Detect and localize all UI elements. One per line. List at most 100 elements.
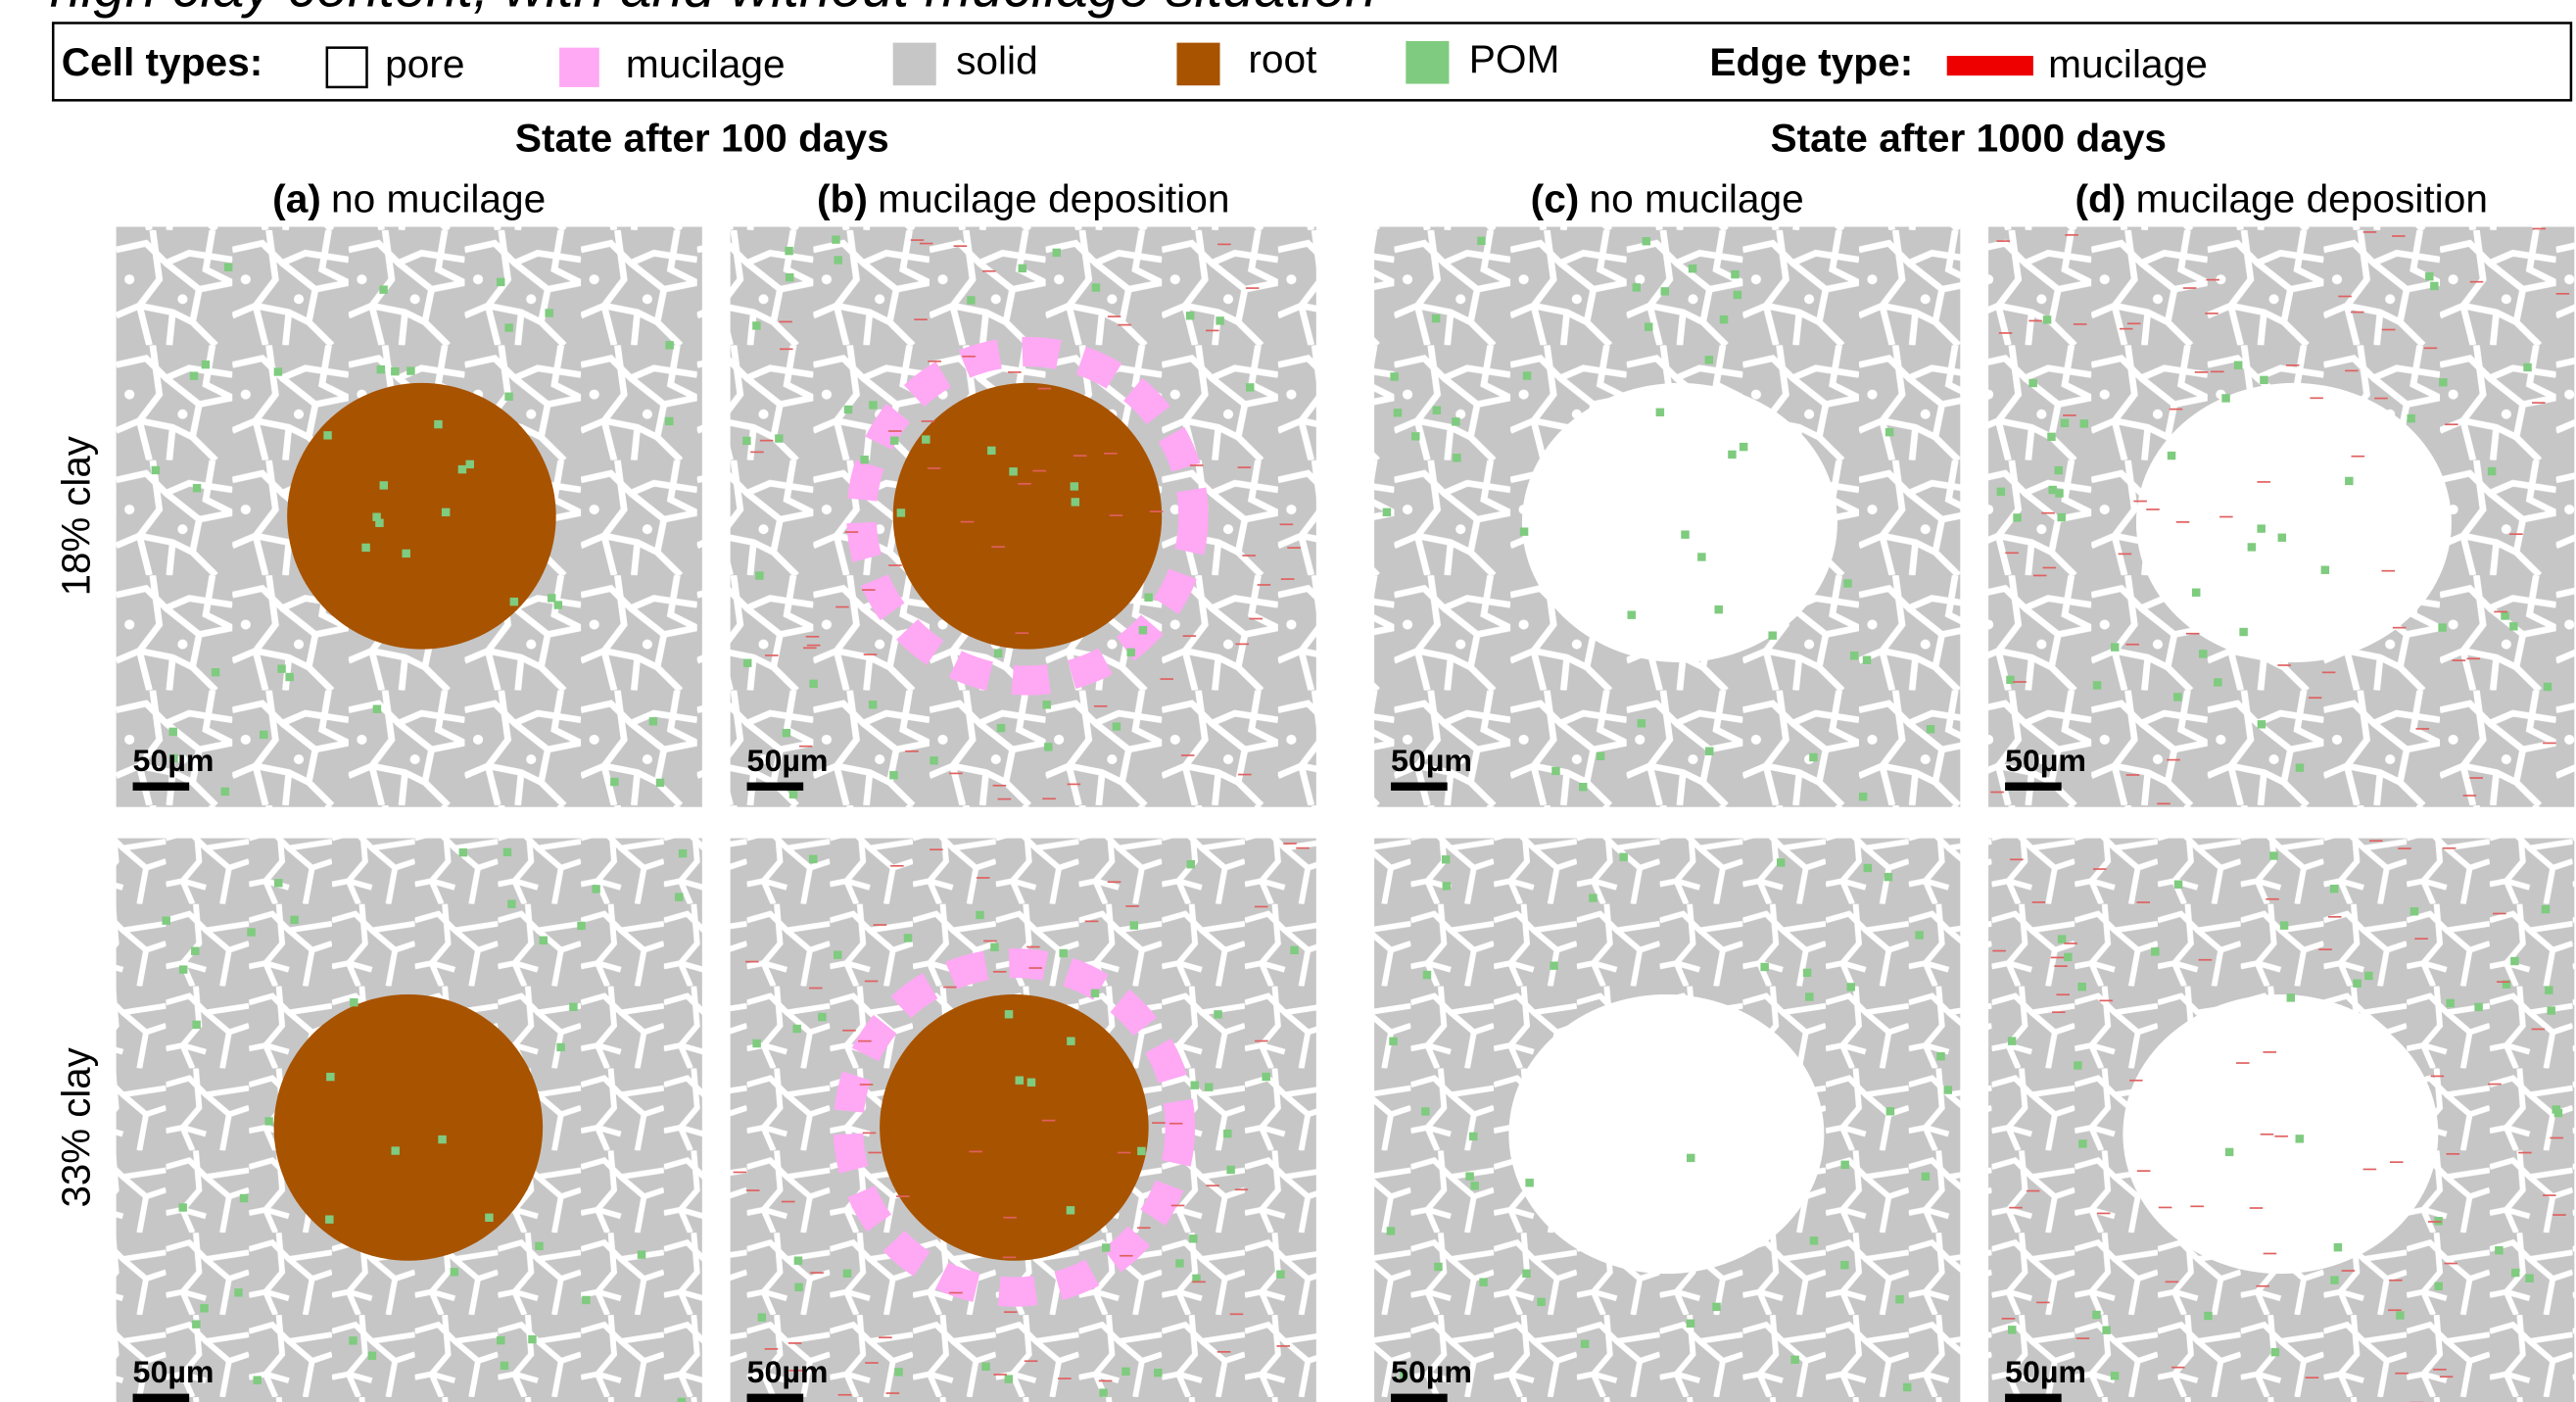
- mucilage-edge: [2395, 1373, 2409, 1375]
- pom: [391, 367, 399, 375]
- pom: [152, 466, 160, 474]
- pom: [1099, 1388, 1107, 1396]
- pom: [2511, 1269, 2519, 1277]
- mucilage-edge: [1025, 1360, 1038, 1362]
- mucilage-edge: [2363, 231, 2377, 233]
- legend-text: pore: [385, 41, 464, 86]
- mucilage-edge: [2463, 795, 2477, 797]
- pom: [2280, 921, 2288, 929]
- pom: [285, 673, 293, 681]
- pom: [592, 885, 599, 893]
- pom: [1777, 858, 1785, 866]
- mucilage-edge: [2166, 1281, 2179, 1283]
- mucilage-edge: [1085, 921, 1099, 923]
- mucilage-edge: [2159, 1207, 2172, 1209]
- pom: [1805, 992, 1813, 1000]
- mucilage-edge: [1996, 240, 2010, 242]
- pom: [193, 484, 201, 492]
- root: [287, 383, 556, 650]
- pom: [1885, 428, 1893, 436]
- mucilage-edge: [1238, 774, 1252, 776]
- mucilage-edge: [1217, 1351, 1231, 1353]
- mucilage-edge: [2170, 409, 2183, 411]
- scale-bar: [133, 1394, 190, 1402]
- pom: [391, 1146, 399, 1154]
- panel-title: (a)no mucilage: [272, 176, 546, 221]
- mucilage-edge: [2533, 228, 2547, 230]
- mucilage-edge: [780, 348, 793, 350]
- mucilage-edge: [888, 564, 902, 566]
- pom: [1389, 1038, 1397, 1045]
- pom: [442, 508, 450, 516]
- pom: [1452, 417, 1459, 425]
- pom: [1469, 1133, 1477, 1140]
- mucilage-edge: [1280, 523, 1294, 525]
- mucilage-edge: [2382, 329, 2396, 331]
- mucilage-edge: [2013, 681, 2027, 683]
- legend-text: POM: [1469, 36, 1560, 81]
- mucilage-edge: [2056, 993, 2070, 995]
- mucilage-edge: [2390, 1161, 2404, 1163]
- mucilage-edge: [2126, 774, 2140, 776]
- mucilage-edge: [750, 452, 764, 454]
- mucilage-edge: [2440, 1376, 2454, 1378]
- mucilage-edge: [835, 606, 849, 608]
- pom: [221, 788, 229, 796]
- pom: [2345, 477, 2353, 485]
- pom: [1627, 610, 1635, 618]
- legend-edge: [1947, 56, 2033, 75]
- pom: [451, 1268, 458, 1276]
- pom: [967, 296, 975, 304]
- pom: [2199, 650, 2207, 657]
- mucilage-edge: [1008, 371, 1022, 373]
- mucilage-edge: [1281, 578, 1295, 580]
- pom: [678, 1398, 686, 1402]
- pom: [997, 724, 1005, 732]
- pom: [2330, 1276, 2338, 1283]
- pom: [373, 705, 381, 713]
- pom: [1936, 1052, 1944, 1060]
- pom: [2008, 1326, 2016, 1333]
- mucilage-edge: [2309, 697, 2322, 699]
- pom: [2296, 763, 2304, 771]
- mucilage-edge: [2351, 312, 2364, 314]
- mucilage-edge: [2250, 1207, 2264, 1209]
- mucilage-edge: [2206, 279, 2219, 281]
- mucilage-edge: [2041, 512, 2055, 514]
- mucilage-edge: [788, 1342, 802, 1344]
- pom: [1072, 498, 1079, 506]
- pom: [1522, 1270, 1530, 1278]
- pom: [2013, 513, 2021, 521]
- pom: [832, 235, 839, 243]
- mucilage-edge: [2125, 644, 2139, 646]
- pom: [1884, 873, 1892, 881]
- mucilage-edge: [745, 961, 759, 963]
- pom: [240, 1194, 248, 1202]
- scale-bar: [133, 783, 190, 791]
- scale-label: 50µm: [2005, 1354, 2086, 1389]
- legend-swatch: [559, 48, 599, 87]
- mucilage-edge: [1026, 946, 1040, 948]
- mucilage-edge: [1118, 1152, 1131, 1154]
- pom: [1656, 409, 1664, 416]
- mucilage-edge: [2488, 1084, 2502, 1086]
- pom: [2151, 947, 2159, 955]
- mucilage-edge: [2171, 1367, 2185, 1369]
- pom: [1859, 793, 1867, 800]
- pom: [1886, 1107, 1894, 1115]
- pom: [1944, 1086, 1952, 1093]
- mucilage-edge: [2497, 981, 2510, 983]
- mucilage-edge: [2277, 664, 2291, 666]
- mucilage-edge: [1192, 1281, 1206, 1283]
- pom: [458, 465, 466, 473]
- legend-label: Cell types:: [62, 39, 263, 84]
- pom: [2523, 363, 2531, 371]
- mucilage-edge: [1150, 510, 1164, 512]
- pom: [247, 928, 255, 936]
- mucilage-edge: [2431, 1076, 2445, 1078]
- legend-swatch: [327, 48, 367, 87]
- mucilage-edge: [2264, 1253, 2277, 1255]
- pom: [1734, 291, 1741, 299]
- pom: [548, 594, 555, 602]
- scale-bar: [1391, 1394, 1448, 1402]
